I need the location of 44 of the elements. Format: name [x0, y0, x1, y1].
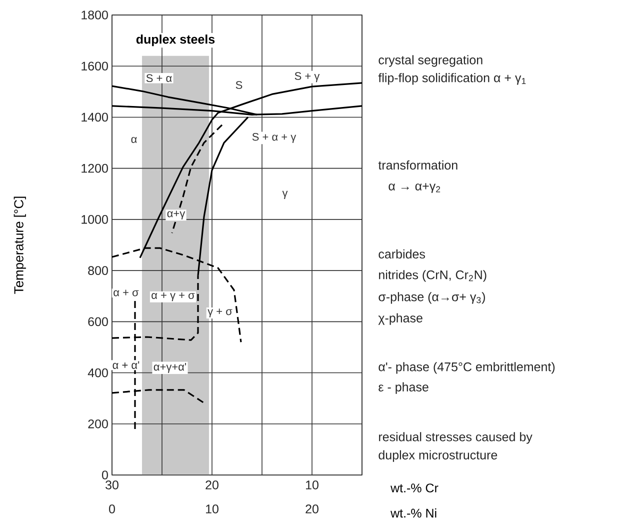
text: nitrides (CrN, Cr$_{2}$N) — [379, 270, 486, 282]
y-tick-label: 1400 — [82, 112, 108, 122]
x-axis-title: wt.-% Cr — [390, 484, 438, 492]
y-tick-label: 200 — [88, 419, 108, 428]
annotation: α+γ — [167, 210, 186, 220]
text: carbides — [378, 249, 425, 259]
text: transformation — [378, 160, 458, 170]
x2-tick-label: 20 — [306, 504, 318, 514]
x2-tick-label: 0 — [109, 504, 115, 514]
text: σ-phase (α→σ+ γ$_{3}$) — [378, 292, 485, 304]
annotation: S + γ — [294, 72, 320, 82]
annotation: α + α' — [112, 361, 140, 369]
y-tick-label: 1600 — [82, 62, 108, 71]
x-tick-label: 20 — [206, 480, 218, 490]
annotation: S + α + γ — [252, 132, 296, 143]
y-tick-label: 1800 — [82, 10, 108, 20]
text: α'- phase (475°C embrittlement) — [378, 362, 555, 374]
text: duplex microstructure — [378, 450, 498, 462]
text: χ-phase — [378, 313, 422, 325]
text: residual stresses caused by — [379, 432, 532, 444]
y-tick-label: 400 — [88, 368, 108, 378]
annotation: α + γ + σ — [152, 292, 195, 302]
annotation: S + α — [146, 74, 172, 82]
x-tick-label: 30 — [106, 480, 118, 490]
x-tick-label: 10 — [306, 480, 318, 490]
annotation: γ — [282, 190, 288, 199]
y-axis-title: Temperature [°C] — [14, 196, 26, 294]
y-tick-label: 600 — [88, 317, 108, 326]
y-tick-label: 0 — [102, 470, 108, 480]
annotation: α — [131, 136, 137, 143]
band-label: duplex steels — [136, 34, 215, 46]
x2-axis-title: wt.-% Ni — [390, 508, 436, 518]
annotation: γ + σ — [208, 308, 232, 318]
annotation: α + σ — [114, 290, 139, 296]
text: α → α+γ$_{2}$ — [388, 183, 440, 193]
annotation: S — [236, 81, 242, 89]
y-tick-label: 1000 — [82, 215, 108, 224]
x2-tick-label: 10 — [206, 504, 218, 514]
text: crystal segregation — [378, 55, 482, 67]
annotation: α+γ+α' — [154, 363, 186, 373]
y-tick-label: 1200 — [82, 164, 108, 173]
y-tick-label: 800 — [88, 266, 108, 275]
text: ε - phase — [378, 382, 428, 394]
text: flip-flop solidification α + γ$_{1}$ — [378, 73, 526, 85]
